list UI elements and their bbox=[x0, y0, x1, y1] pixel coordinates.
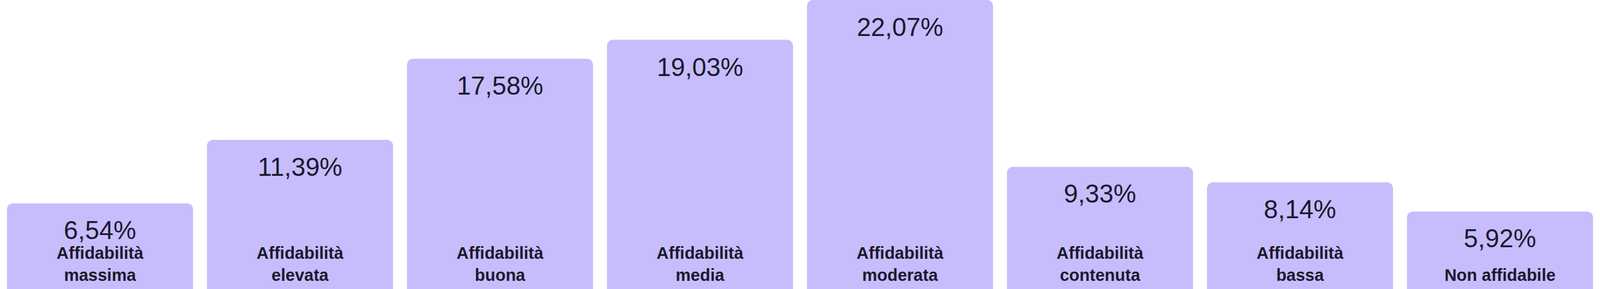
svg-text:11,39%: 11,39% bbox=[257, 152, 343, 181]
svg-text:8,14%: 8,14% bbox=[1263, 194, 1337, 224]
svg-text:9,33%: 9,33% bbox=[1063, 179, 1137, 208]
svg-text:5,92%: 5,92% bbox=[1463, 223, 1537, 253]
svg-text:6,54%: 6,54% bbox=[63, 215, 137, 245]
svg-text:Affidabilitàelevata: Affidabilitàelevata bbox=[256, 243, 345, 285]
svg-text:19,03%: 19,03% bbox=[656, 52, 744, 82]
svg-text:Affidabilitàcontenuta: Affidabilitàcontenuta bbox=[1056, 243, 1145, 285]
svg-text:Affidabilitàmassima: Affidabilitàmassima bbox=[56, 243, 145, 285]
svg-text:Affidabilitàbuona: Affidabilitàbuona bbox=[456, 243, 545, 285]
svg-text:Affidabilitàbassa: Affidabilitàbassa bbox=[1256, 243, 1345, 285]
svg-text:22,07%: 22,07% bbox=[856, 12, 944, 42]
svg-text:Affidabilitàmoderata: Affidabilitàmoderata bbox=[856, 243, 945, 285]
svg-text:Non affidabile: Non affidabile bbox=[1444, 265, 1556, 285]
svg-text:Affidabilitàmedia: Affidabilitàmedia bbox=[656, 243, 745, 285]
svg-text:17,58%: 17,58% bbox=[456, 71, 544, 100]
